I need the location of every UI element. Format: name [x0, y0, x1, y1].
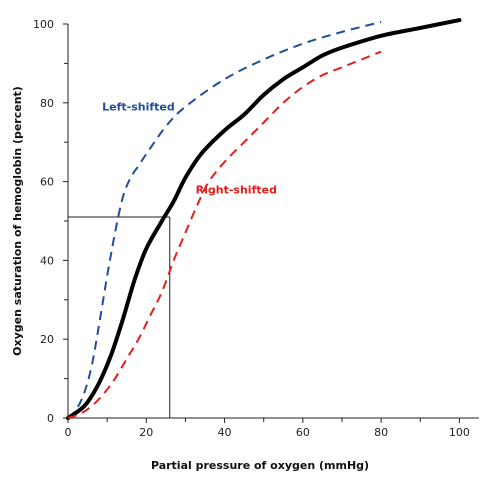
- y-tick-label: 40: [40, 254, 54, 267]
- x-tick-label: 80: [374, 426, 388, 439]
- labels: Partial pressure of oxygen (mmHg) Oxygen…: [11, 86, 369, 472]
- y-axis-title: Oxygen saturation of hemoglobin (percent…: [11, 86, 24, 356]
- curves: [66, 18, 462, 420]
- x-tick-label: 40: [218, 426, 232, 439]
- y-tick-label: 20: [40, 333, 54, 346]
- x-tick-label: 60: [296, 426, 310, 439]
- curve-normal: [66, 18, 462, 420]
- annotation-left-shifted: Left-shifted: [102, 101, 175, 114]
- curve-right-shifted: [67, 50, 382, 419]
- x-tick-label: 0: [65, 426, 72, 439]
- annotation-right-shifted: Right-shifted: [196, 183, 277, 196]
- y-tick-label: 100: [33, 18, 54, 31]
- y-tick-label: 0: [47, 412, 54, 425]
- x-axis-title: Partial pressure of oxygen (mmHg): [151, 459, 369, 472]
- curve-left-shifted: [67, 21, 382, 419]
- x-tick-label: 100: [449, 426, 470, 439]
- y-tick-label: 80: [40, 97, 54, 110]
- annotations: Left-shifted Right-shifted: [102, 101, 277, 197]
- reference-lines: [68, 216, 171, 418]
- x-tick-label: 20: [139, 426, 153, 439]
- axes: 0 20 40 60 80 100 0 20 40 60 80 100: [33, 18, 479, 439]
- y-tick-label: 60: [40, 176, 54, 189]
